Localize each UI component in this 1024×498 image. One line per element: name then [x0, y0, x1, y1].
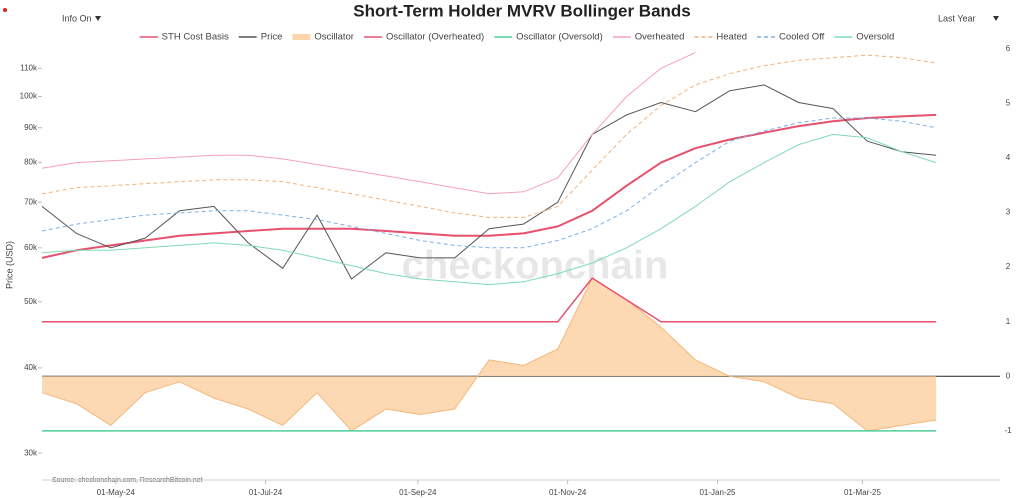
- status-dot: [3, 8, 7, 12]
- y2-tick-label: 0: [1006, 371, 1011, 380]
- legend-item[interactable]: STH Cost Basis: [139, 32, 229, 43]
- y-tick-label: 90k: [24, 123, 38, 132]
- y-tick-label: 110k: [20, 63, 38, 72]
- watermark: checkonchain: [402, 244, 669, 288]
- x-tick-label: 01-Sep-24: [399, 488, 437, 497]
- y-tick-label: 70k: [24, 197, 38, 206]
- legend-item[interactable]: Overheated: [612, 32, 685, 43]
- x-tick-label: 01-Nov-24: [549, 488, 587, 497]
- chart-title: Short-Term Holder MVRV Bollinger Bands: [353, 1, 691, 20]
- legend-label: Price: [261, 32, 283, 43]
- legend-label: Cooled Off: [779, 32, 825, 43]
- x-tick-label: 01-Mar-25: [844, 488, 881, 497]
- dropdown-arrow[interactable]: [993, 16, 999, 21]
- series-line: [41, 84, 937, 280]
- legend-label: Oversold: [856, 32, 894, 43]
- legend-swatch: [292, 34, 311, 40]
- y-tick-label: 80k: [24, 158, 38, 167]
- info-toggle[interactable]: Info On: [62, 13, 92, 23]
- x-tick-label: 01-Jul-24: [249, 488, 283, 497]
- y2-tick-label: 2: [1006, 262, 1011, 271]
- dropdown-arrow[interactable]: [95, 16, 101, 21]
- series-line: [42, 277, 937, 323]
- legend-label: Oscillator: [314, 32, 354, 43]
- legend-item[interactable]: Oversold: [834, 32, 894, 43]
- legend-item[interactable]: Oscillator (Overheated): [363, 32, 484, 43]
- y-tick-label: 30k: [24, 448, 38, 457]
- legend-label: Oscillator (Oversold): [516, 32, 603, 43]
- legend-label: STH Cost Basis: [162, 32, 229, 43]
- y-tick-label: 50k: [24, 297, 38, 306]
- legend-item[interactable]: Heated: [694, 32, 747, 43]
- plot-area: 30k 40k 50k 60k 70k 80k 90k 100k 110k -1 0 1 2 3 4 5 6 01…: [20, 44, 1012, 497]
- series-line: [41, 52, 696, 195]
- y-tick-label: 60k: [24, 243, 38, 252]
- range-select[interactable]: Last Year: [938, 13, 976, 23]
- legend-item[interactable]: Oscillator (Oversold): [494, 32, 603, 43]
- y2-tick-label: 4: [1006, 153, 1011, 162]
- series-line: [41, 54, 937, 218]
- y2-tick-label: 5: [1006, 99, 1011, 108]
- y2-tick-label: 3: [1006, 208, 1011, 217]
- legend-label: Overheated: [635, 32, 685, 43]
- x-tick-label: 01-Jan-25: [699, 488, 736, 497]
- series-line: [41, 277, 937, 432]
- y2-tick-label: 6: [1006, 44, 1011, 53]
- series-line: [41, 133, 937, 286]
- legend-item[interactable]: Oscillator: [292, 32, 354, 43]
- y2-tick-label: -1: [1004, 426, 1012, 435]
- legend-item[interactable]: Cooled Off: [757, 32, 825, 43]
- legend: STH Cost Basis Price Oscillator Oscillator …: [139, 32, 894, 43]
- y2-tick-label: 1: [1006, 317, 1011, 326]
- y-tick-label: 40k: [24, 363, 38, 372]
- y-axis-title: Price (USD): [4, 241, 14, 289]
- legend-label: Oscillator (Overheated): [386, 32, 484, 43]
- y-tick-label: 100k: [20, 92, 38, 101]
- series-line: [41, 113, 937, 259]
- legend-label: Heated: [716, 32, 747, 43]
- x-tick-label: 01-May-24: [97, 488, 136, 497]
- oscillator-area: [42, 278, 937, 431]
- legend-item[interactable]: Price: [238, 32, 283, 43]
- series-line: [41, 117, 937, 249]
